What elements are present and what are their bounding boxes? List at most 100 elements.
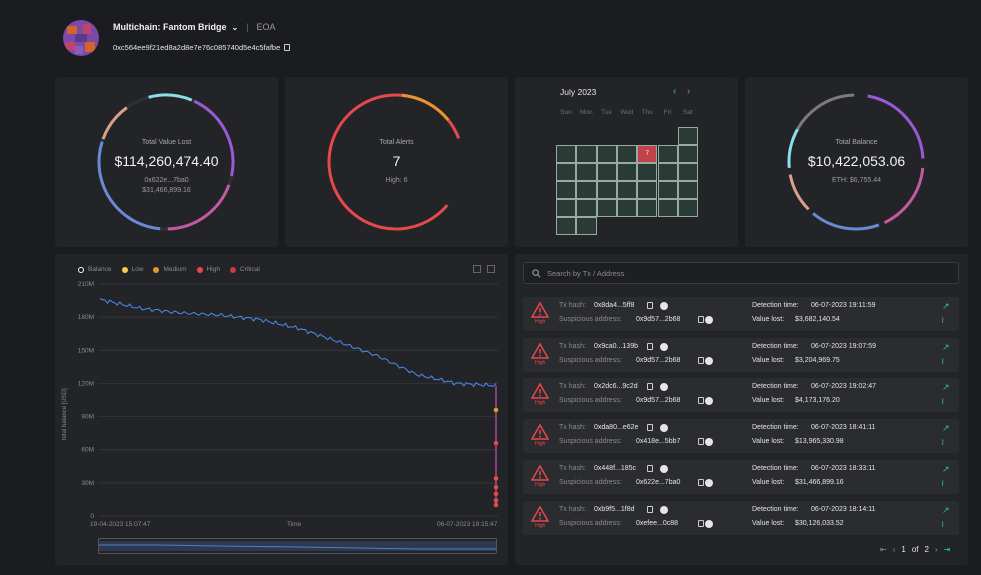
alert-marker[interactable] bbox=[493, 491, 499, 497]
alert-marker[interactable] bbox=[493, 484, 499, 490]
copy-icon[interactable] bbox=[647, 464, 653, 472]
external-link-icon[interactable]: ↗ bbox=[942, 341, 950, 352]
calendar-day[interactable] bbox=[657, 181, 678, 199]
calendar-day[interactable] bbox=[657, 199, 678, 217]
copy-icon[interactable] bbox=[647, 505, 653, 513]
alert-row[interactable]: High Tx hash: 0x9ca0...139b Suspicious addr… bbox=[523, 337, 959, 372]
explorer-icon[interactable] bbox=[660, 302, 668, 310]
suspicious-address[interactable]: 0x9d57...2b68 bbox=[636, 397, 681, 405]
prev-month-icon[interactable]: ‹ bbox=[673, 86, 677, 97]
copy-icon[interactable] bbox=[698, 397, 704, 405]
copy-icon[interactable] bbox=[698, 438, 704, 446]
search-input[interactable]: Search by Tx / Address bbox=[547, 268, 625, 278]
explorer-icon[interactable] bbox=[660, 464, 668, 473]
suspicious-address[interactable]: 0x9d57...2b68 bbox=[636, 316, 681, 323]
calendar-day[interactable] bbox=[576, 145, 597, 163]
tx-hash[interactable]: 0x448f...185c bbox=[594, 464, 637, 472]
alert-marker[interactable] bbox=[493, 407, 499, 413]
calendar-day[interactable] bbox=[596, 163, 617, 181]
chart-icon[interactable]: ≀ bbox=[941, 355, 945, 366]
calendar-day[interactable] bbox=[657, 145, 678, 163]
tx-hash[interactable]: 0x2dc6...9c2d bbox=[594, 383, 638, 391]
suspicious-address[interactable]: 0x9d57...2b68 bbox=[636, 356, 681, 364]
search-bar[interactable]: Search by Tx / Address bbox=[523, 262, 959, 284]
legend-high[interactable]: High bbox=[196, 266, 220, 273]
alert-row[interactable]: High Tx hash: 0xb9f5...1f8d Suspicious addr… bbox=[523, 500, 959, 535]
explorer-icon[interactable] bbox=[705, 356, 713, 365]
tx-hash[interactable]: 0xda80...e62e bbox=[594, 424, 639, 432]
external-link-icon[interactable]: ↗ bbox=[942, 463, 950, 474]
calendar-day[interactable] bbox=[637, 199, 658, 217]
tx-hash[interactable]: 0x8da4...5ff8 bbox=[594, 302, 635, 309]
copy-icon[interactable] bbox=[698, 478, 704, 486]
zoom-reset-icon[interactable] bbox=[473, 265, 481, 273]
calendar-day[interactable] bbox=[576, 163, 597, 181]
alert-marker[interactable] bbox=[493, 502, 499, 508]
calendar-day[interactable] bbox=[616, 145, 638, 163]
explorer-icon[interactable] bbox=[660, 505, 668, 514]
calendar-day[interactable] bbox=[677, 163, 699, 181]
calendar-day[interactable] bbox=[637, 181, 658, 199]
calendar-day[interactable] bbox=[616, 199, 638, 217]
first-page-icon[interactable]: ⇤ bbox=[880, 545, 887, 554]
alert-marker[interactable] bbox=[493, 498, 499, 503]
copy-icon[interactable] bbox=[284, 44, 291, 51]
copy-icon[interactable] bbox=[647, 383, 653, 391]
chart-icon[interactable]: ≀ bbox=[941, 396, 945, 407]
calendar-day-alert[interactable]: 7 bbox=[637, 145, 658, 163]
calendar-day[interactable] bbox=[677, 145, 699, 163]
alert-marker[interactable] bbox=[493, 476, 499, 481]
chart-icon[interactable]: ≀ bbox=[941, 437, 945, 448]
calendar-day[interactable] bbox=[556, 181, 577, 199]
calendar-day[interactable] bbox=[616, 181, 638, 199]
chart-icon[interactable]: ≀ bbox=[941, 477, 945, 488]
save-image-icon[interactable] bbox=[487, 265, 495, 273]
calendar-day[interactable] bbox=[677, 127, 699, 145]
calendar-day[interactable] bbox=[637, 163, 658, 181]
calendar-day[interactable] bbox=[596, 145, 617, 163]
external-link-icon[interactable]: ↗ bbox=[942, 504, 950, 515]
external-link-icon[interactable]: ↗ bbox=[942, 301, 950, 311]
next-month-icon[interactable]: › bbox=[687, 86, 691, 97]
calendar-day[interactable] bbox=[657, 163, 678, 181]
calendar-day[interactable] bbox=[576, 199, 597, 217]
calendar-day[interactable] bbox=[556, 217, 577, 235]
calendar-day[interactable] bbox=[556, 199, 577, 217]
copy-icon[interactable] bbox=[698, 316, 704, 323]
chevron-down-icon[interactable]: ⌄ bbox=[231, 22, 239, 32]
calendar-day[interactable] bbox=[596, 181, 617, 199]
external-link-icon[interactable]: ↗ bbox=[942, 423, 950, 434]
copy-icon[interactable] bbox=[698, 519, 704, 527]
legend-medium[interactable]: Medium bbox=[153, 266, 187, 273]
next-page-icon[interactable]: › bbox=[934, 545, 938, 554]
explorer-icon[interactable] bbox=[705, 438, 713, 447]
alert-row[interactable]: High Tx hash: 0xda80...e62e Suspicious addr… bbox=[523, 419, 959, 454]
last-page-icon[interactable]: ⇥ bbox=[943, 545, 951, 554]
legend-low[interactable]: Low bbox=[121, 266, 143, 273]
copy-icon[interactable] bbox=[698, 356, 704, 364]
calendar-day[interactable] bbox=[556, 163, 577, 181]
explorer-icon[interactable] bbox=[705, 519, 713, 528]
calendar-day[interactable] bbox=[576, 217, 597, 235]
explorer-icon[interactable] bbox=[705, 397, 713, 406]
calendar-day[interactable] bbox=[596, 199, 617, 217]
calendar-day[interactable] bbox=[677, 181, 699, 199]
calendar-day[interactable] bbox=[677, 199, 699, 217]
alert-marker[interactable] bbox=[493, 440, 499, 446]
explorer-icon[interactable] bbox=[705, 316, 713, 324]
tx-hash[interactable]: 0xb9f5...1f8d bbox=[594, 505, 635, 513]
chart-icon[interactable]: ≀ bbox=[941, 518, 945, 529]
suspicious-address[interactable]: 0xefee...0c88 bbox=[636, 519, 679, 527]
calendar-day[interactable] bbox=[556, 145, 577, 163]
explorer-icon[interactable] bbox=[705, 478, 713, 487]
explorer-icon[interactable] bbox=[660, 342, 668, 351]
calendar-day[interactable] bbox=[616, 163, 638, 181]
external-link-icon[interactable]: ↗ bbox=[942, 382, 950, 393]
explorer-icon[interactable] bbox=[660, 424, 668, 433]
contract-title[interactable]: Multichain: Fantom Bridge ⌄ | EOA bbox=[113, 22, 276, 32]
alert-row[interactable]: High Tx hash: 0x448f...185c Suspicious addr… bbox=[523, 459, 959, 494]
calendar-day[interactable] bbox=[576, 181, 597, 199]
tx-hash[interactable]: 0x9ca0...139b bbox=[594, 342, 638, 350]
suspicious-address[interactable]: 0x622e...7ba0 bbox=[636, 478, 681, 486]
explorer-icon[interactable] bbox=[660, 383, 668, 392]
